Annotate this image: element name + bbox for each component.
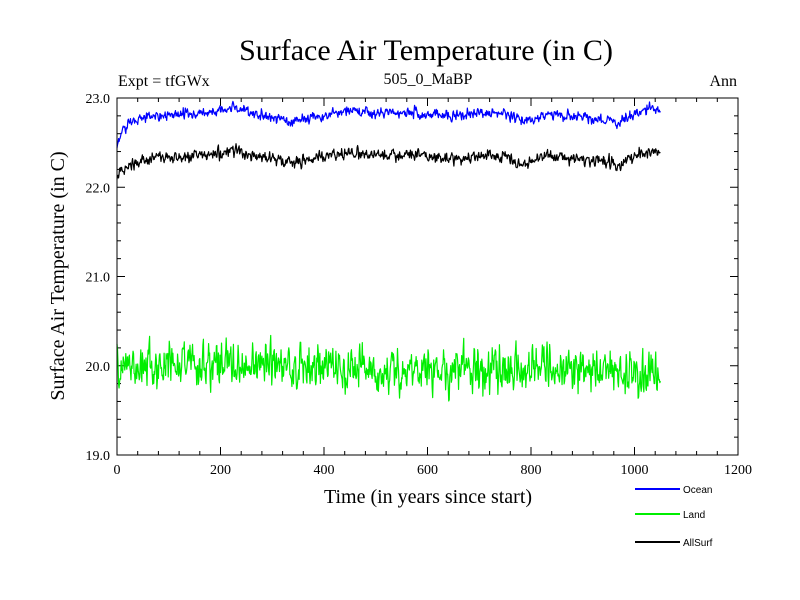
- y-tick-label: 21.0: [86, 271, 111, 286]
- plot-frame: [116, 97, 739, 456]
- x-tick-label: 200: [210, 463, 231, 478]
- series-layer: [116, 100, 661, 402]
- chart-title: Surface Air Temperature (in C): [239, 34, 613, 67]
- series-line-land: [116, 334, 661, 402]
- y-tick-label: 20.0: [86, 360, 111, 375]
- series-line-allsurf: [116, 143, 661, 180]
- axis-ticks: 0 200 400 600 800 1000 1200 19.0 20.0 21.0 22.0 23.…: [86, 92, 753, 478]
- legend-label-land: Land: [683, 510, 705, 521]
- x-tick-label: 400: [314, 463, 335, 478]
- x-tick-label: 0: [114, 463, 121, 478]
- x-tick-label: 1000: [621, 463, 649, 478]
- x-tick-label: 600: [417, 463, 438, 478]
- period-label: 505_0_MaBP: [384, 71, 473, 88]
- x-tick-label: 1200: [724, 463, 752, 478]
- season-label: Ann: [709, 73, 737, 90]
- y-tick-label: 23.0: [86, 92, 111, 107]
- series-line-ocean: [116, 100, 661, 149]
- experiment-label: Expt = tfGWx: [118, 73, 210, 90]
- legend: Ocean Land AllSurf: [635, 485, 713, 549]
- legend-label-ocean: Ocean: [683, 485, 712, 496]
- y-axis-title: Surface Air Temperature (in C): [47, 151, 69, 400]
- x-tick-label: 800: [521, 463, 542, 478]
- y-tick-label: 19.0: [86, 449, 111, 464]
- legend-label-allsurf: AllSurf: [683, 538, 713, 549]
- x-axis-title: Time (in years since start): [324, 486, 532, 508]
- y-tick-label: 22.0: [86, 181, 111, 196]
